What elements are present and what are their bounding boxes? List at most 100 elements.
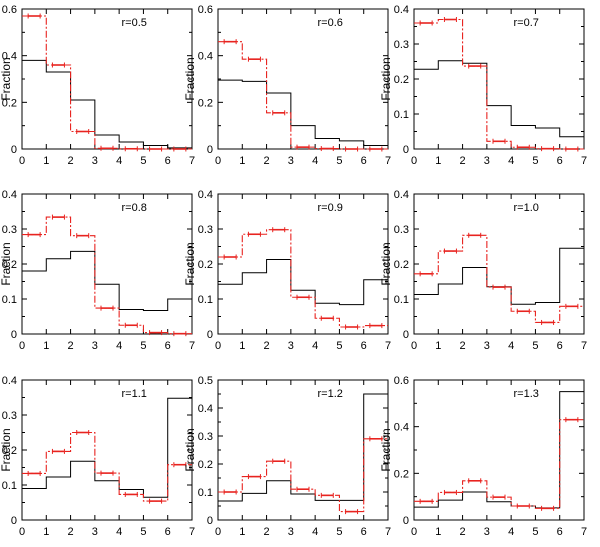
x-tick-label: 2 — [68, 526, 74, 538]
x-tick-label: 1 — [43, 526, 49, 538]
y-tick-label: 0 — [11, 515, 17, 527]
error-bar-point — [345, 324, 359, 330]
error-bar-point — [27, 232, 41, 238]
x-tick-label: 1 — [435, 340, 441, 352]
error-bar-point — [516, 144, 530, 150]
x-tick-label: 4 — [312, 155, 318, 167]
x-tick-label: 3 — [484, 155, 490, 167]
y-tick-label: 0.2 — [198, 459, 213, 471]
y-tick-label: 0.3 — [198, 431, 213, 443]
series-red-step-line — [218, 41, 388, 150]
x-tick-label: 3 — [92, 526, 98, 538]
error-bar-point — [247, 231, 261, 237]
error-bar-point — [369, 323, 383, 329]
error-bar-point — [272, 458, 286, 464]
error-bar-point — [223, 254, 237, 260]
error-bar-point — [100, 145, 114, 151]
error-bar-point — [468, 478, 482, 484]
x-tick-label: 6 — [165, 526, 171, 538]
y-tick-label: 0.4 — [2, 189, 17, 201]
x-tick-label: 0 — [411, 340, 417, 352]
y-axis-label: Fraction — [379, 242, 393, 285]
error-bar-point — [76, 430, 90, 435]
error-bar-point — [565, 417, 579, 423]
error-bar-point — [516, 503, 530, 509]
series-black-step-line — [22, 397, 192, 498]
y-tick-label: 0 — [11, 144, 17, 156]
x-tick-label: 2 — [264, 340, 270, 352]
x-tick-label: 7 — [189, 155, 195, 167]
x-tick-label: 3 — [484, 340, 490, 352]
error-bar-point — [369, 436, 383, 442]
y-tick-label: 0 — [207, 515, 213, 527]
error-bar-point — [76, 233, 90, 239]
error-bar-point — [124, 491, 138, 497]
y-tick-label: 0 — [403, 144, 409, 156]
error-bar-point — [443, 17, 457, 22]
error-bar-point — [369, 146, 383, 152]
plot-frame — [217, 8, 389, 150]
x-tick-label: 0 — [215, 526, 221, 538]
y-tick-label: 0.6 — [394, 375, 409, 387]
y-axis-label: Fraction — [183, 242, 197, 285]
error-bar-point — [76, 129, 90, 134]
x-tick-label: 2 — [460, 155, 466, 167]
y-axis-label: Fraction — [183, 428, 197, 471]
x-tick-label: 0 — [19, 340, 25, 352]
x-tick-label: 5 — [140, 155, 146, 167]
error-bar-point — [345, 146, 359, 152]
error-bar-point — [272, 110, 286, 116]
plot-frame — [21, 379, 193, 521]
error-bar-point — [100, 470, 114, 476]
x-tick-label: 1 — [43, 155, 49, 167]
y-tick-label: 0.2 — [394, 259, 409, 271]
plot-frame — [21, 193, 193, 335]
y-tick-label: 0.4 — [2, 375, 17, 387]
chart-panel-7: 0 1 2 3 4 5 6 7 0 0.1 0.2 0.3 0.4 Fraction r=1.1 — [0, 375, 195, 538]
error-bar-point — [541, 146, 555, 152]
series-red-step-line — [414, 234, 584, 323]
y-tick-label: 0.4 — [394, 422, 409, 434]
x-tick-label: 1 — [239, 526, 245, 538]
x-tick-label: 5 — [140, 340, 146, 352]
panel-title: r=0.8 — [122, 202, 147, 214]
series-black-step-line — [22, 250, 192, 312]
error-bar-point — [320, 146, 334, 152]
x-tick-label: 5 — [336, 155, 342, 167]
series-red-step-line — [414, 18, 584, 150]
x-tick-label: 2 — [68, 155, 74, 167]
x-tick-label: 1 — [239, 155, 245, 167]
error-bar-point — [124, 146, 138, 152]
x-tick-label: 7 — [581, 340, 587, 352]
panel-title: r=0.9 — [318, 202, 343, 214]
y-tick-label: 0.2 — [2, 259, 17, 271]
error-bar-point — [296, 294, 310, 300]
error-bar-point — [443, 489, 457, 495]
error-bar-point — [149, 146, 163, 152]
x-tick-label: 4 — [312, 526, 318, 538]
y-axis-label: Fraction — [0, 242, 13, 285]
y-tick-label: 0.4 — [198, 51, 213, 63]
x-tick-label: 3 — [288, 155, 294, 167]
panel-title: r=1.0 — [514, 202, 539, 214]
y-tick-label: 0.2 — [198, 97, 213, 109]
error-bar-point — [419, 20, 433, 26]
series-black-step-line — [414, 391, 584, 509]
error-bar-point — [492, 284, 506, 290]
x-tick-label: 1 — [239, 340, 245, 352]
error-bar-point — [27, 470, 41, 476]
y-tick-label: 0.2 — [394, 74, 409, 86]
x-tick-label: 6 — [557, 155, 563, 167]
y-tick-label: 0 — [11, 329, 17, 341]
series-red-step-line — [22, 216, 192, 335]
x-tick-label: 6 — [165, 340, 171, 352]
panel-title: r=1.3 — [514, 388, 539, 400]
x-tick-label: 7 — [189, 526, 195, 538]
y-tick-label: 0.3 — [198, 224, 213, 236]
x-tick-label: 7 — [385, 340, 391, 352]
error-bar-point — [541, 319, 555, 325]
x-tick-label: 4 — [116, 155, 122, 167]
